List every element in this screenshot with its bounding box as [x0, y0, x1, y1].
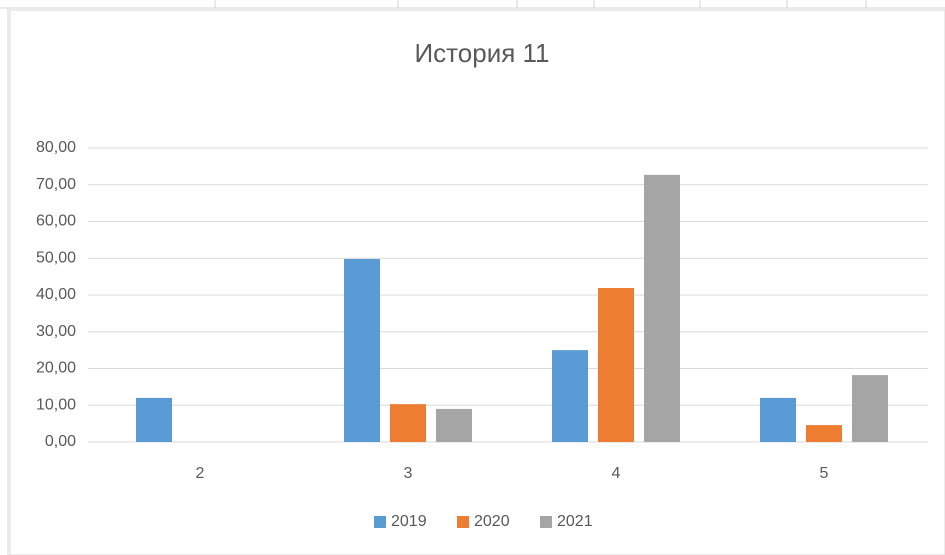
- y-tick-label: 70,00: [36, 176, 76, 193]
- bar: [344, 258, 380, 442]
- bar: [760, 397, 796, 442]
- bar: [136, 397, 172, 442]
- bar: [552, 350, 588, 442]
- bar: [436, 408, 472, 442]
- legend-swatch: [457, 516, 469, 528]
- x-tick-label: 4: [612, 465, 621, 482]
- legend-label: 2021: [557, 513, 593, 530]
- legend-label: 2019: [391, 513, 427, 530]
- y-tick-label: 0,00: [45, 433, 76, 450]
- y-tick-label: 50,00: [36, 249, 76, 266]
- bar: [806, 425, 842, 442]
- chart-title: История 11: [414, 38, 549, 68]
- legend-swatch: [540, 516, 552, 528]
- y-tick-label: 40,00: [36, 286, 76, 303]
- y-tick-label: 80,00: [36, 139, 76, 156]
- y-tick-label: 30,00: [36, 323, 76, 340]
- x-tick-label: 3: [404, 465, 413, 482]
- chart-area: [9, 9, 945, 555]
- y-tick-label: 10,00: [36, 396, 76, 413]
- x-tick-label: 5: [820, 465, 829, 482]
- bar: [390, 404, 426, 442]
- y-tick-label: 20,00: [36, 360, 76, 377]
- legend-swatch: [374, 516, 386, 528]
- legend-label: 2020: [474, 513, 510, 530]
- x-tick-label: 2: [196, 465, 205, 482]
- bar: [644, 174, 680, 442]
- bar: [852, 375, 888, 442]
- y-tick-label: 60,00: [36, 213, 76, 230]
- bar: [598, 288, 634, 442]
